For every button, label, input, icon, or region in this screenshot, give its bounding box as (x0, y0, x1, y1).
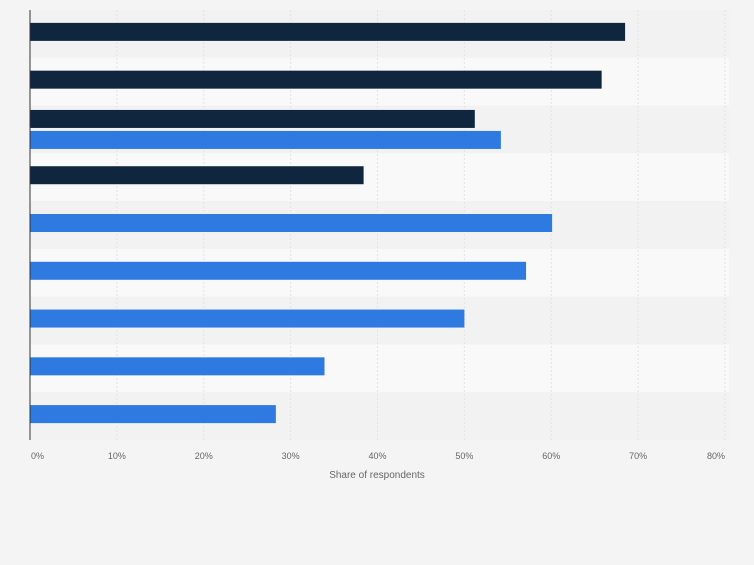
x-tick-label: 60% (542, 451, 560, 461)
bar-series-2 (30, 309, 465, 328)
x-tick-labels: 0% 10% 20% 30% 40% 50% 60% 70% 80% (31, 451, 725, 461)
bar-series-2 (30, 405, 276, 424)
x-tick-label: 70% (629, 451, 647, 461)
bars (30, 22, 626, 424)
bar-series-2 (30, 357, 325, 376)
x-axis-label: Share of respondents (329, 470, 425, 481)
bar-series-1 (30, 166, 364, 185)
x-tick-label: 30% (282, 451, 300, 461)
bar-series-1 (30, 22, 626, 41)
bar-series-1 (30, 109, 475, 128)
x-tick-label: 40% (368, 451, 386, 461)
x-tick-label: 10% (108, 451, 126, 461)
x-tick-label: 20% (195, 451, 213, 461)
bar-series-2 (30, 214, 553, 232)
x-tick-label: 0% (31, 451, 44, 461)
x-tick-label: 80% (707, 451, 725, 461)
bar-series-2 (30, 130, 501, 149)
bar-series-2 (30, 261, 527, 280)
x-tick-label: 50% (455, 451, 473, 461)
bar-series-1 (30, 70, 602, 89)
